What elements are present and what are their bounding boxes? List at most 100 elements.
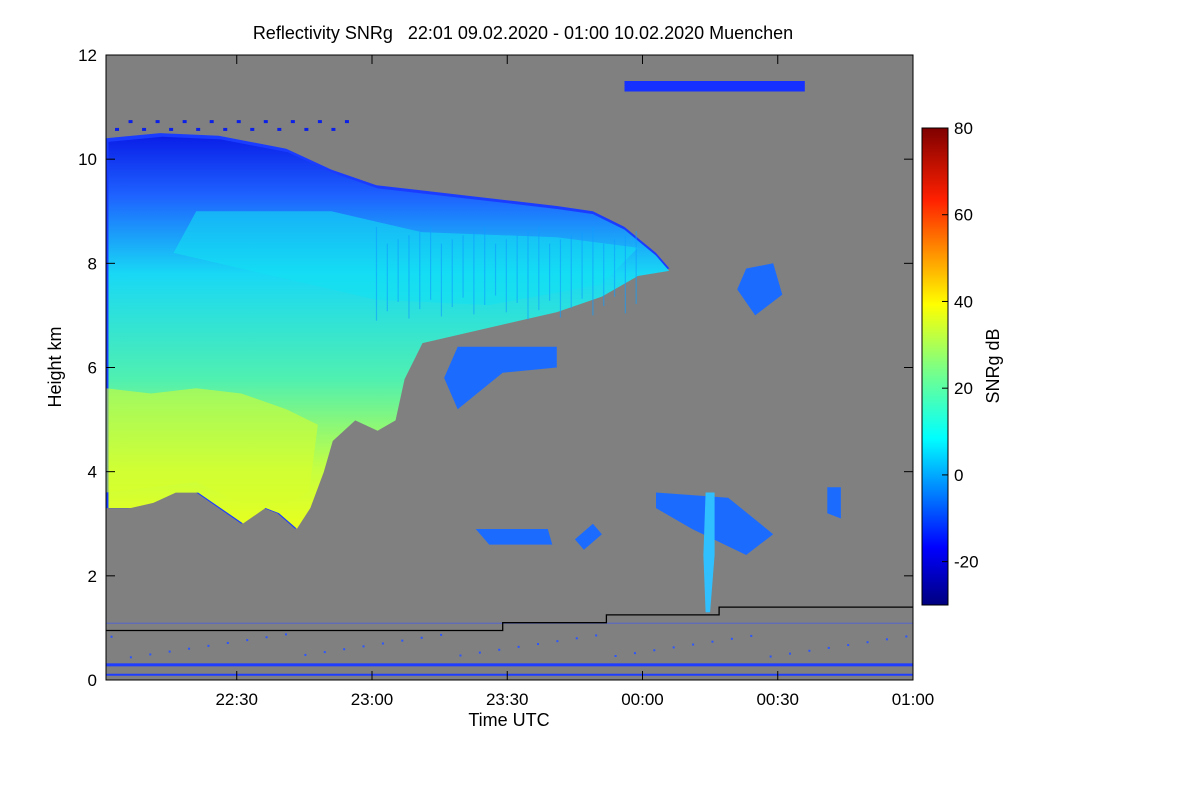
x-axis-label: Time UTC [468, 710, 549, 730]
echo-clutter-speck [110, 635, 113, 638]
echo-clutter-speck [556, 640, 559, 643]
y-tick-label: 0 [88, 671, 97, 690]
echo-small [737, 263, 783, 316]
echo-clutter-speck [323, 651, 326, 654]
echo-clutter-speck [730, 637, 733, 640]
echo-fall-streak [703, 492, 715, 613]
echo-speck [115, 127, 120, 131]
echo-clutter-speck [401, 639, 404, 642]
echo-clutter-speck [692, 643, 695, 646]
echo-clutter-speck [575, 637, 578, 640]
echo-small [827, 487, 841, 519]
echo-clutter-speck [168, 650, 171, 653]
echo-clutter-speck [284, 633, 287, 636]
echo-clutter-speck [440, 633, 443, 636]
echo-clutter-speck [595, 634, 598, 637]
echo-speck [223, 127, 228, 131]
colorbar-tick-label: 20 [954, 379, 973, 398]
x-tick-label: 23:30 [486, 690, 529, 709]
echo-clutter-speck [808, 649, 811, 652]
echo-speck [304, 127, 309, 131]
echo-clutter-speck [381, 642, 384, 645]
echo-clutter-speck [129, 656, 132, 659]
echo-speck [263, 120, 268, 124]
echo-clutter-speck [226, 641, 229, 644]
echo-small [444, 346, 557, 410]
echo-clutter-speck [711, 640, 714, 643]
chart-title: Reflectivity SNRg 22:01 09.02.2020 - 01:… [253, 23, 793, 43]
echo-clutter-speck [459, 654, 462, 657]
echo-clutter-speck [905, 635, 908, 638]
echo-clutter-speck [498, 648, 501, 651]
echo-clutter-speck [750, 634, 753, 637]
echo-high-reflectivity-core [106, 388, 318, 503]
y-tick-label: 6 [88, 359, 97, 378]
echo-small [574, 523, 602, 550]
colorbar-tick-label: 0 [954, 466, 963, 485]
y-tick-label: 2 [88, 567, 97, 586]
y-axis-ticks: 0 2 4 6 8 10 12 [78, 46, 913, 690]
echo-clutter-speck [188, 647, 191, 650]
echo-speck [317, 120, 322, 124]
echo-clutter-speck [420, 636, 423, 639]
echo-clutter-speck [149, 653, 152, 656]
echo-clutter-speck [478, 651, 481, 654]
echo-speck [209, 120, 214, 124]
echo-clutter-speck [866, 641, 869, 644]
echo-speck [344, 120, 349, 124]
colorbar-ticks: -20 0 20 40 60 80 [942, 119, 979, 572]
colorbar [921, 127, 949, 606]
y-axis-label: Height km [45, 326, 65, 407]
echo-speck [155, 120, 160, 124]
echo-small [475, 529, 553, 545]
echo-speck [196, 127, 201, 131]
echo-speck [277, 127, 282, 131]
y-tick-label: 12 [78, 46, 97, 65]
echo-clutter-speck [517, 645, 520, 648]
echo-clutter-speck [362, 645, 365, 648]
echo-clutter-speck [769, 655, 772, 658]
echo-clutter-speck [653, 649, 656, 652]
echo-clutter-speck [847, 644, 850, 647]
boundary-line [106, 606, 913, 632]
echo-clutter-speck [304, 653, 307, 656]
echo-speck [169, 127, 174, 131]
echo-clutter-speck [789, 652, 792, 655]
echo-mid-layer [173, 211, 638, 305]
echo-clutter-speck [633, 652, 636, 655]
echo-speck [142, 127, 147, 131]
x-tick-label: 00:00 [621, 690, 664, 709]
echo-speck [128, 120, 133, 124]
echo-clutter-speck [207, 644, 210, 647]
x-axis-ticks: 22:30 23:00 23:30 00:00 00:30 01:00 [215, 55, 934, 709]
echo-cirrus [624, 81, 805, 92]
echo-ground-band [106, 663, 913, 667]
colorbar-label: SNRg dB [983, 328, 1003, 403]
echo-clutter-speck [246, 639, 249, 642]
echo-clutter-speck [885, 638, 888, 641]
echo-speck [331, 127, 336, 131]
y-tick-label: 4 [88, 463, 97, 482]
echo-clutter-speck [265, 636, 268, 639]
colorbar-tick-label: 60 [954, 206, 973, 225]
y-tick-label: 8 [88, 254, 97, 273]
echo-clutter-speck [672, 646, 675, 649]
echo-ground-band [106, 673, 913, 676]
echo-speck [182, 120, 187, 124]
x-tick-label: 23:00 [351, 690, 394, 709]
echo-clutter-speck [614, 655, 617, 657]
x-tick-label: 22:30 [215, 690, 258, 709]
echo-clutter-speck [827, 646, 830, 649]
x-tick-label: 00:30 [756, 690, 799, 709]
radar-echoes [106, 81, 913, 676]
echo-speck [250, 127, 255, 131]
x-tick-label: 01:00 [892, 690, 935, 709]
echo-clutter-speck [537, 643, 540, 646]
colorbar-tick-label: 40 [954, 292, 973, 311]
echo-clutter-speck [343, 648, 346, 651]
colorbar-tick-label: -20 [954, 553, 979, 572]
y-tick-label: 10 [78, 150, 97, 169]
echo-speck [236, 120, 241, 124]
echo-speck [290, 120, 295, 124]
